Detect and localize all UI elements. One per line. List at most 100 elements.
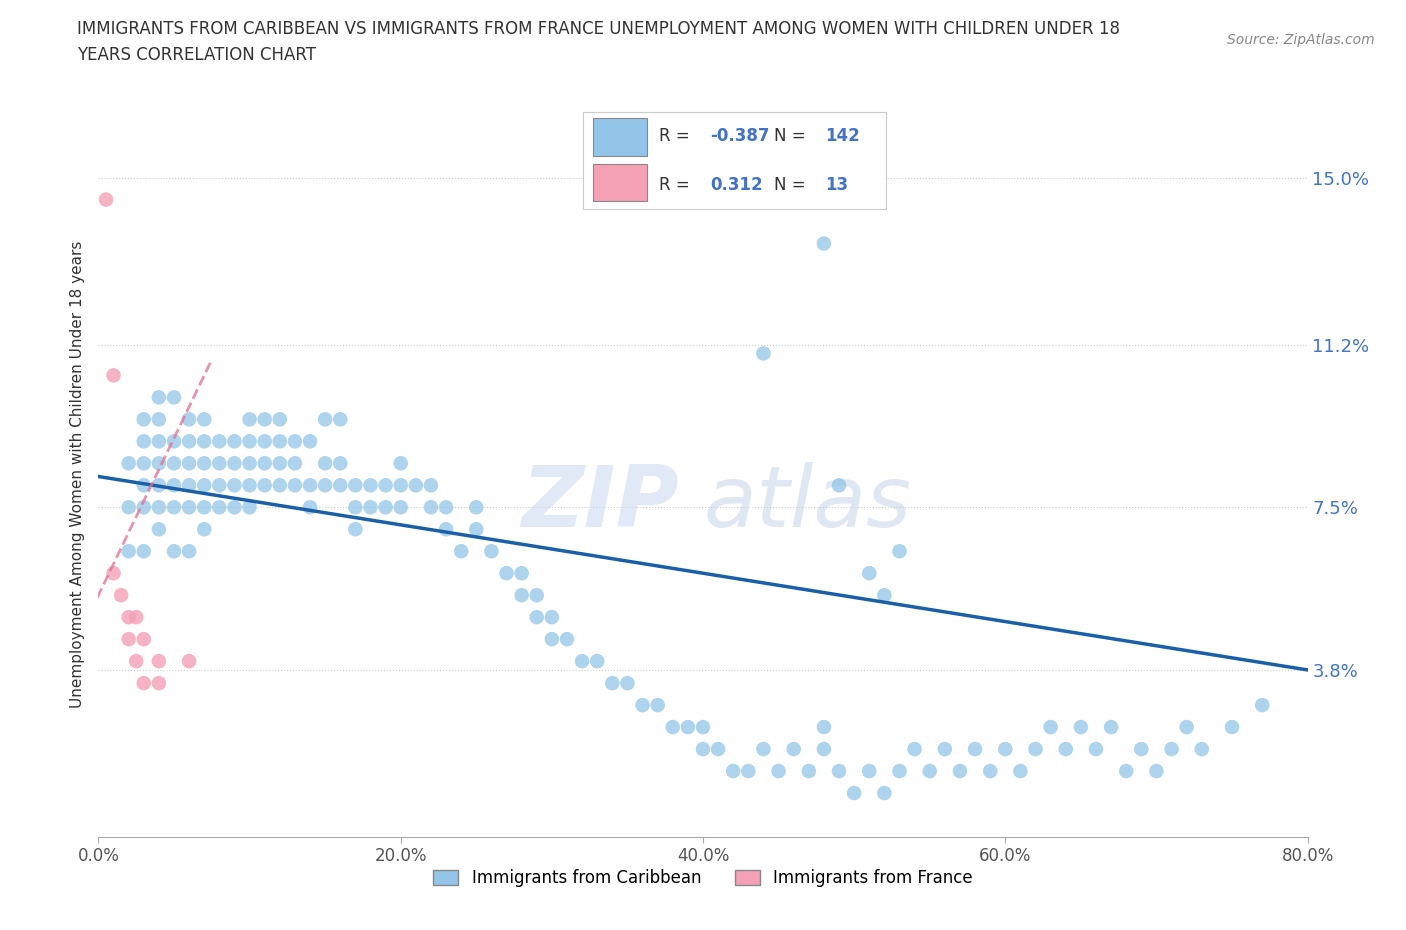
Point <box>132 478 155 493</box>
Point <box>224 434 246 449</box>
Point <box>125 654 148 669</box>
Point <box>1099 720 1122 735</box>
Point <box>873 588 896 603</box>
Point <box>389 456 412 471</box>
Point <box>299 478 322 493</box>
Point <box>132 456 155 471</box>
Point <box>208 478 231 493</box>
Point <box>813 741 835 756</box>
Point <box>329 478 352 493</box>
Point <box>692 720 714 735</box>
Point <box>965 741 987 756</box>
Point <box>707 741 730 756</box>
Point <box>1054 741 1077 756</box>
Point <box>148 499 170 514</box>
Legend: Immigrants from Caribbean, Immigrants from France: Immigrants from Caribbean, Immigrants fr… <box>427 863 979 894</box>
Point <box>495 565 517 580</box>
Point <box>239 478 262 493</box>
Text: IMMIGRANTS FROM CARIBBEAN VS IMMIGRANTS FROM FRANCE UNEMPLOYMENT AMONG WOMEN WIT: IMMIGRANTS FROM CARIBBEAN VS IMMIGRANTS … <box>77 20 1121 38</box>
Point <box>676 720 699 735</box>
Point <box>602 676 624 691</box>
Point <box>465 499 488 514</box>
Point <box>118 610 141 625</box>
Point <box>163 478 186 493</box>
Point <box>586 654 609 669</box>
Point <box>118 456 141 471</box>
Point <box>752 346 775 361</box>
Point <box>179 412 201 427</box>
Point <box>434 499 457 514</box>
Point <box>118 544 141 559</box>
Point <box>844 786 866 801</box>
Point <box>934 741 956 756</box>
Point <box>132 676 155 691</box>
Point <box>179 654 201 669</box>
Point <box>269 412 291 427</box>
Point <box>239 434 262 449</box>
Point <box>1039 720 1062 735</box>
Point <box>1070 720 1092 735</box>
Point <box>208 456 231 471</box>
Point <box>904 741 927 756</box>
Point <box>179 544 201 559</box>
Point <box>858 565 880 580</box>
Text: 142: 142 <box>825 127 860 145</box>
Text: 0.312: 0.312 <box>710 176 763 193</box>
Text: R =: R = <box>659 127 690 145</box>
Point <box>555 631 578 646</box>
Point <box>148 412 170 427</box>
Point <box>1144 764 1167 778</box>
Y-axis label: Unemployment Among Women with Children Under 18 years: Unemployment Among Women with Children U… <box>70 241 86 708</box>
Point <box>269 456 291 471</box>
Text: R =: R = <box>659 176 690 193</box>
Point <box>434 522 457 537</box>
Point <box>253 434 276 449</box>
Point <box>344 522 367 537</box>
Point <box>125 610 148 625</box>
Point <box>858 764 880 778</box>
Point <box>481 544 503 559</box>
Point <box>374 478 396 493</box>
Point <box>360 499 382 514</box>
Point <box>465 522 488 537</box>
Point <box>420 478 443 493</box>
Point <box>661 720 683 735</box>
Point <box>1024 741 1046 756</box>
Point <box>1010 764 1032 778</box>
Text: atlas: atlas <box>703 462 911 545</box>
Text: -0.387: -0.387 <box>710 127 770 145</box>
Point <box>224 499 246 514</box>
Point <box>148 654 170 669</box>
Point <box>783 741 806 756</box>
Point <box>389 478 412 493</box>
Point <box>329 456 352 471</box>
Point <box>239 499 262 514</box>
Point <box>1191 741 1213 756</box>
Point <box>616 676 638 691</box>
Point <box>737 764 759 778</box>
Point <box>299 499 322 514</box>
Point <box>329 412 352 427</box>
Point <box>163 499 186 514</box>
Point <box>284 434 307 449</box>
Point <box>813 236 835 251</box>
Point <box>510 588 533 603</box>
Point <box>389 499 412 514</box>
Point <box>179 478 201 493</box>
Point <box>179 499 201 514</box>
Point <box>1220 720 1243 735</box>
Point <box>148 676 170 691</box>
Point <box>314 412 336 427</box>
Point <box>269 478 291 493</box>
Point <box>148 456 170 471</box>
Point <box>571 654 593 669</box>
Point <box>949 764 972 778</box>
Point <box>193 456 215 471</box>
Point <box>193 522 215 537</box>
Point <box>253 456 276 471</box>
Point <box>132 631 155 646</box>
Point <box>314 478 336 493</box>
Point <box>118 631 141 646</box>
Point <box>239 412 262 427</box>
Point <box>344 499 367 514</box>
